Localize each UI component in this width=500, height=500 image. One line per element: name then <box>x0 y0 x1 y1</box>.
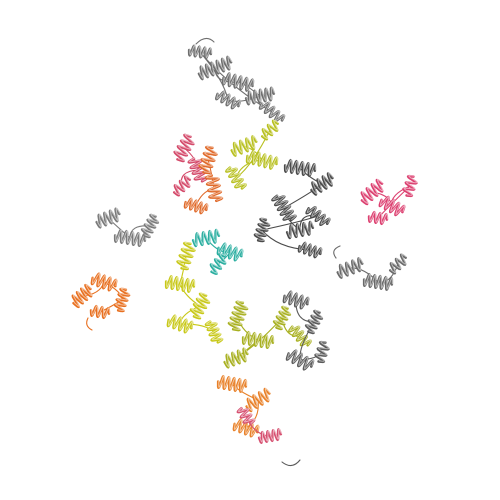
helix-highlight <box>361 178 384 205</box>
helix-highlight <box>337 257 364 278</box>
helix-highlight <box>211 253 227 274</box>
helix-highlight <box>311 172 334 195</box>
chain-yellow-lower <box>164 241 224 344</box>
helix-highlight <box>185 197 209 214</box>
chain-grey-lower <box>282 290 330 371</box>
chain-teal-center <box>191 228 244 275</box>
helix-highlight <box>246 86 275 105</box>
helix-highlight <box>223 72 255 91</box>
helix-highlight <box>305 309 324 333</box>
chain-orange-upper <box>183 145 224 215</box>
helix-highlight <box>205 320 224 343</box>
helix-highlight <box>273 305 292 329</box>
helix-highlight <box>380 195 406 216</box>
helix-highlight <box>246 387 271 412</box>
helix-highlight <box>390 253 407 274</box>
helix-highlight <box>91 304 111 318</box>
loop-segment <box>245 399 259 429</box>
helix <box>389 253 407 275</box>
helix-highlight <box>167 314 194 333</box>
chain-orange-bottom <box>216 374 271 438</box>
helix-highlight <box>243 330 274 348</box>
chain-grey-right <box>336 253 407 291</box>
chain-grey-left <box>95 207 160 247</box>
loop-tail <box>281 459 301 467</box>
helix-highlight <box>114 287 131 311</box>
chain-pink-bottom <box>236 406 283 444</box>
helix-highlight <box>285 158 316 176</box>
chain-pink-right <box>360 174 418 225</box>
helix <box>402 174 418 198</box>
helix-highlight <box>96 207 121 228</box>
helix-highlight <box>233 418 260 437</box>
helix-highlight <box>226 166 247 189</box>
helix-highlight <box>193 228 220 247</box>
helix-highlight <box>306 206 331 225</box>
helix-highlight <box>259 427 282 443</box>
loop-tail <box>333 245 341 259</box>
chain-dark-grey-center <box>253 158 334 259</box>
helix-highlight <box>287 349 315 370</box>
helix-highlight <box>177 241 196 269</box>
helix-highlight <box>237 407 256 424</box>
chain-lime-lower <box>223 300 312 369</box>
helix-highlight <box>72 283 93 307</box>
helix-highlight <box>369 210 389 224</box>
helix-highlight <box>260 101 286 122</box>
helix-highlight <box>299 241 323 258</box>
helix-highlight <box>283 290 310 309</box>
helix <box>209 253 227 275</box>
loop-segment <box>261 215 319 231</box>
helix-highlight <box>403 175 418 196</box>
helix-highlight <box>190 292 211 318</box>
helix-highlight <box>272 194 298 220</box>
helix-highlight <box>315 341 330 362</box>
helix <box>261 119 279 141</box>
helix-highlight <box>287 220 314 239</box>
loop-tail <box>86 317 93 331</box>
chain-pink-upper <box>173 133 209 197</box>
helix-highlight <box>115 228 146 246</box>
helix-highlight <box>216 90 241 109</box>
helix-highlight <box>224 347 249 368</box>
helix <box>314 340 330 364</box>
helix-highlight <box>217 242 244 261</box>
helix-highlight <box>262 119 279 140</box>
helix-highlight <box>247 150 279 169</box>
helix <box>197 55 233 81</box>
helix <box>173 175 191 197</box>
helix-highlight <box>166 274 195 292</box>
helix-highlight <box>141 213 160 237</box>
helix-highlight <box>174 133 195 161</box>
helix-highlight <box>205 174 224 201</box>
helix-highlight <box>254 217 271 241</box>
helix-highlight <box>231 135 258 156</box>
helix-highlight <box>189 44 212 59</box>
helix-highlight <box>218 374 247 392</box>
chain-grey-top <box>187 44 286 123</box>
chain-olive-upper <box>225 119 279 190</box>
helix-highlight <box>228 300 249 331</box>
loop-tail <box>195 37 215 45</box>
chain-orange-left <box>71 272 131 319</box>
helix-highlight <box>174 175 191 196</box>
helix-highlight <box>199 55 233 80</box>
helix-highlight <box>199 145 218 173</box>
helix-highlight <box>91 272 118 291</box>
helix-highlight <box>364 272 393 290</box>
